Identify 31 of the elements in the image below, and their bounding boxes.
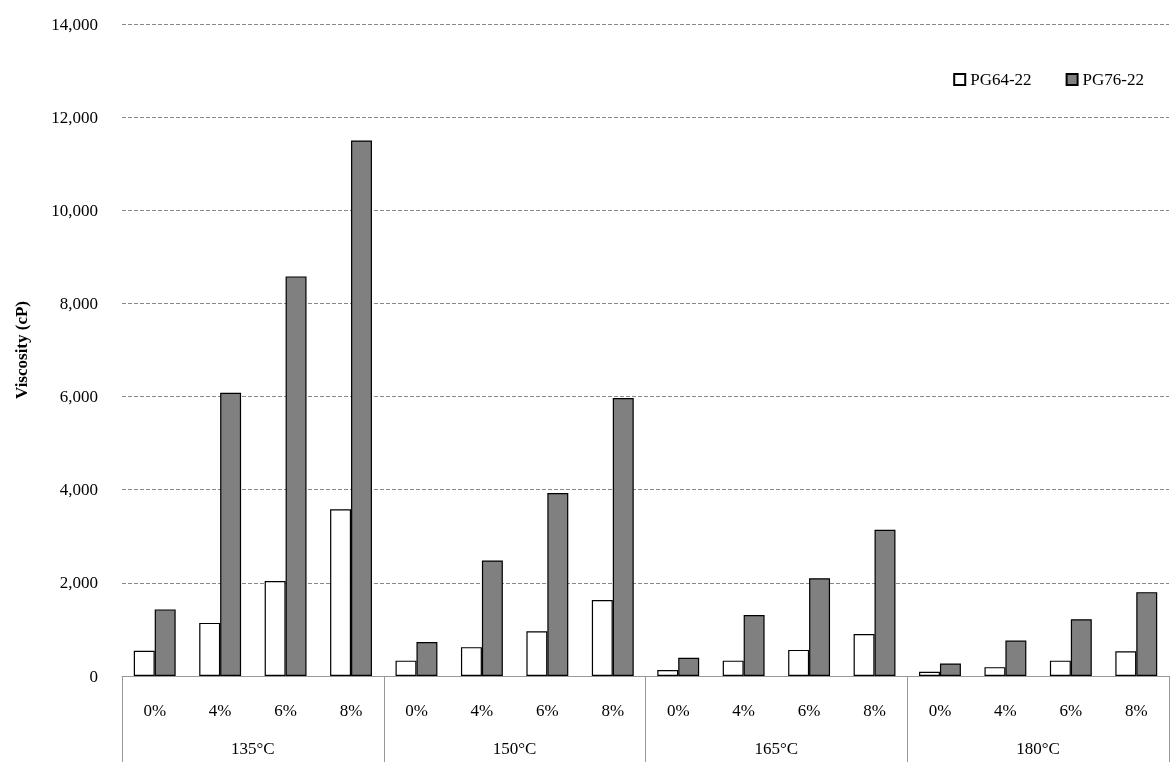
y-tick-label: 12,000 <box>51 107 98 127</box>
y-tick-label: 2,000 <box>59 573 98 593</box>
x-tick-label: 0% <box>928 701 952 720</box>
x-tick-label: 0% <box>666 701 690 720</box>
y-tick-label: 4,000 <box>59 480 98 500</box>
x-tick-label: 4% <box>470 701 494 720</box>
y-tick-label: 8,000 <box>59 293 98 313</box>
x-tick-label: 0% <box>405 701 428 720</box>
x-tick-label: 8% <box>1124 701 1148 720</box>
x-tick-label: 0% <box>143 701 167 720</box>
x-tick-label: 4% <box>208 701 232 720</box>
y-tick-label: 10,000 <box>51 200 98 220</box>
text: 165°C <box>754 739 799 758</box>
y-tick-label: 6,000 <box>59 387 98 407</box>
x-tick-label: 8% <box>339 701 363 720</box>
text: 180°C <box>1016 739 1060 758</box>
text: 135°C <box>231 739 275 758</box>
x-tick-label: 8% <box>601 701 625 720</box>
y-tick-label: 14,000 <box>51 14 98 34</box>
x-tick-label: 8% <box>863 701 886 720</box>
y-tick-label: 0 <box>89 666 98 686</box>
legend-label: PG64-22 <box>970 70 1032 89</box>
x-tick-label: 6% <box>797 701 821 720</box>
y-axis-title: Viscosity (cP) <box>12 300 31 400</box>
x-tick-label: 6% <box>536 701 559 720</box>
x-tick-label: 4% <box>732 701 755 720</box>
x-tick-label: 6% <box>1059 701 1083 720</box>
legend-label: PG76-22 <box>1082 70 1145 89</box>
text: 150°C <box>492 739 537 758</box>
x-tick-label: 6% <box>274 701 297 720</box>
x-tick-label: 4% <box>994 701 1017 720</box>
